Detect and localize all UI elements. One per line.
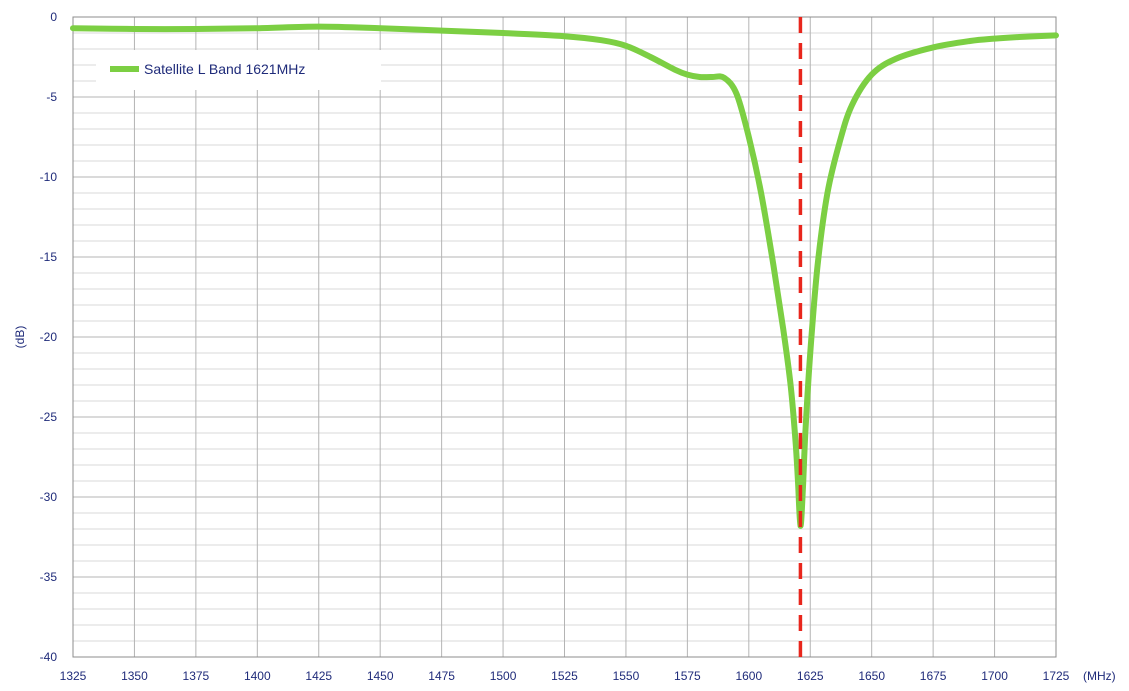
x-tick-label: 1500 — [490, 669, 517, 683]
x-tick-label: 1725 — [1043, 669, 1070, 683]
x-tick-label: 1375 — [183, 669, 210, 683]
plot-frame — [72, 16, 1057, 658]
y-tick-label: -5 — [46, 90, 57, 104]
legend-box — [96, 50, 381, 90]
y-axis-label: (dB) — [13, 326, 27, 349]
y-tick-label: -15 — [40, 250, 58, 264]
y-tick-label: -10 — [40, 170, 58, 184]
y-tick-labels: 0 -5 -10 -15 -20 -25 -30 -35 -40 — [40, 10, 58, 664]
x-tick-label: 1525 — [551, 669, 578, 683]
plot-border — [72, 16, 1057, 658]
y-tick-label: -20 — [40, 330, 58, 344]
x-tick-labels: 1325 1350 1375 1400 1425 1450 1475 1500 1525 1550… — [60, 669, 1070, 683]
y-tick-label: -30 — [40, 490, 58, 504]
y-tick-label: 0 — [50, 10, 57, 24]
x-tick-label: 1400 — [244, 669, 271, 683]
x-axis-label: (MHz) — [1083, 669, 1116, 683]
x-tick-label: 1575 — [674, 669, 701, 683]
x-tick-label: 1600 — [735, 669, 762, 683]
x-tick-label: 1350 — [121, 669, 148, 683]
series-layer — [70, 23, 1059, 529]
x-tick-label: 1650 — [858, 669, 885, 683]
x-tick-label: 1425 — [305, 669, 332, 683]
y-tick-label: -35 — [40, 570, 58, 584]
x-tick-label: 1675 — [920, 669, 947, 683]
x-tick-label: 1550 — [613, 669, 640, 683]
x-tick-label: 1625 — [797, 669, 824, 683]
x-tick-label: 1450 — [367, 669, 394, 683]
x-tick-label: 1325 — [60, 669, 87, 683]
y-tick-label: -25 — [40, 410, 58, 424]
x-tick-label: 1475 — [428, 669, 455, 683]
grid — [72, 16, 1057, 658]
legend-label: Satellite L Band 1621MHz — [144, 61, 305, 77]
y-tick-label: -40 — [40, 650, 58, 664]
legend: Satellite L Band 1621MHz — [96, 50, 381, 90]
series-line — [70, 23, 1059, 529]
x-tick-label: 1700 — [981, 669, 1008, 683]
